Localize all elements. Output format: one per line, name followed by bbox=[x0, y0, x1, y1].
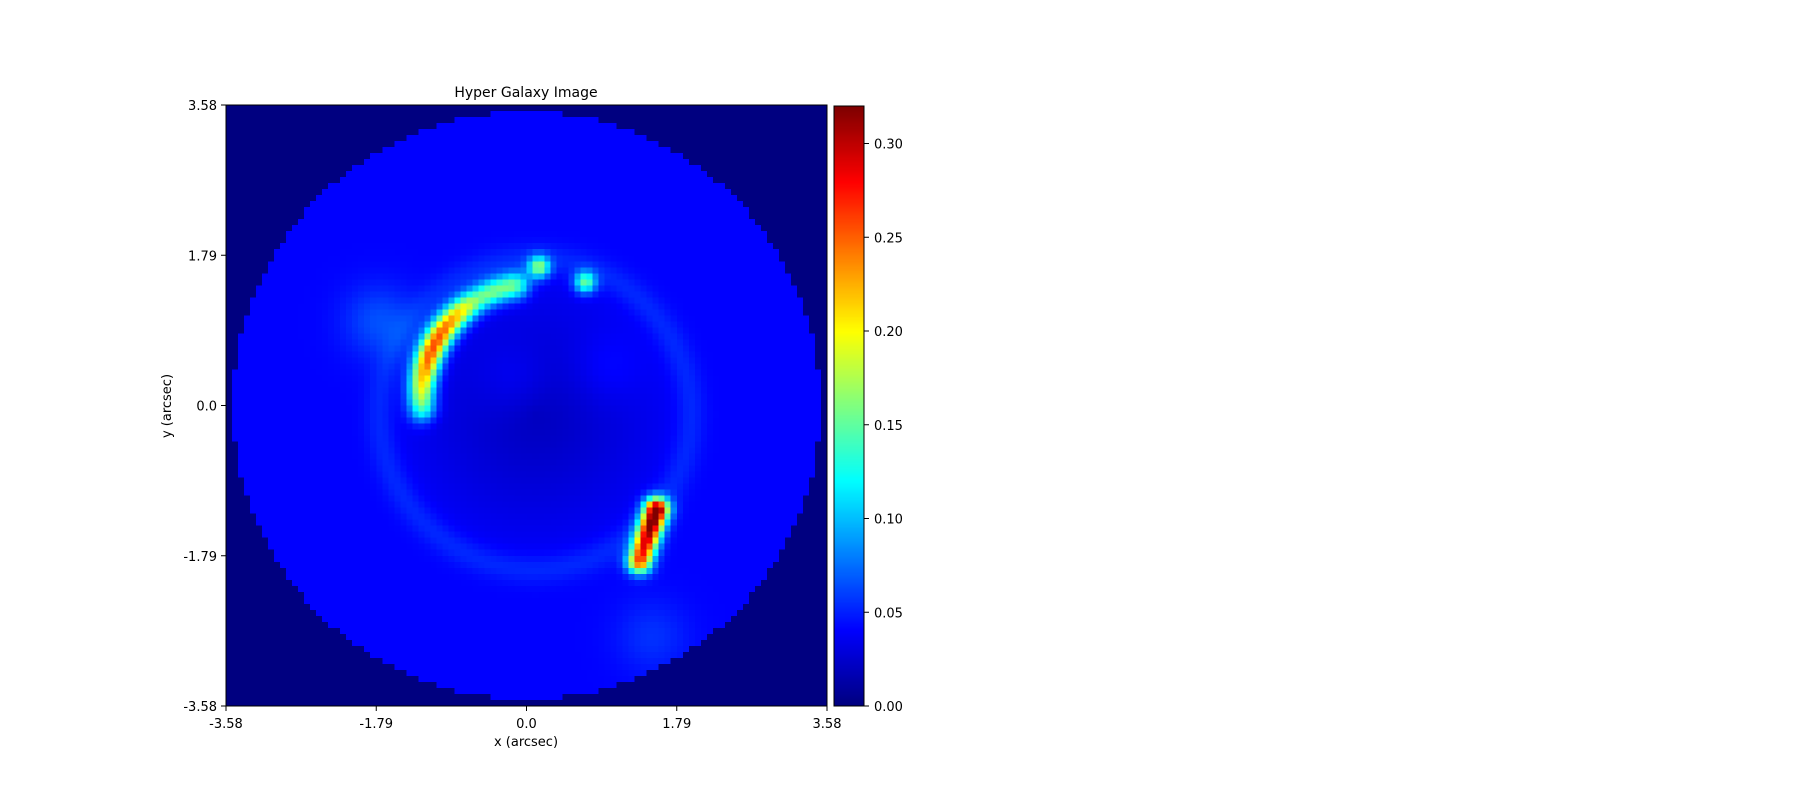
colorbar-ticks: 0.00 0.05 0.10 0.15 0.20 0.25 0.30 bbox=[864, 138, 903, 715]
y-tick-label: 1.79 bbox=[188, 249, 217, 264]
colorbar-frame bbox=[833, 105, 865, 707]
x-tick-label: -1.79 bbox=[359, 717, 393, 732]
colorbar-gradient bbox=[834, 106, 864, 706]
colorbar-tick-label: 0.10 bbox=[874, 513, 903, 528]
y-tick-label: 0.0 bbox=[196, 400, 217, 415]
x-tick-label: -3.58 bbox=[209, 717, 243, 732]
colorbar-tick-label: 0.25 bbox=[874, 231, 903, 246]
x-axis-ticks: -3.58 -1.79 0.0 1.79 3.58 bbox=[209, 706, 841, 732]
x-axis-label: x (arcsec) bbox=[494, 735, 558, 750]
y-axis-ticks: 3.58 1.79 0.0 -1.79 -3.58 bbox=[183, 99, 226, 715]
y-axis-label: y (arcsec) bbox=[160, 374, 175, 438]
colorbar-tick-label: 0.00 bbox=[874, 700, 903, 715]
y-tick-label: -1.79 bbox=[183, 550, 217, 565]
y-tick-label: 3.58 bbox=[188, 99, 217, 114]
colorbar-tick-label: 0.05 bbox=[874, 606, 903, 621]
colorbar: 0.00 0.05 0.10 0.15 0.20 0.25 0.30 bbox=[833, 105, 903, 715]
y-tick-label: -3.58 bbox=[183, 700, 217, 715]
x-tick-label: 3.58 bbox=[813, 717, 842, 732]
colorbar-tick-label: 0.15 bbox=[874, 419, 903, 434]
colorbar-tick-label: 0.30 bbox=[874, 138, 903, 153]
x-tick-label: 1.79 bbox=[662, 717, 691, 732]
chart-title: Hyper Galaxy Image bbox=[454, 85, 597, 101]
x-tick-label: 0.0 bbox=[516, 717, 537, 732]
heatmap-image bbox=[226, 105, 827, 706]
colorbar-tick-label: 0.20 bbox=[874, 325, 903, 340]
heatmap-plot: Hyper Galaxy Image -3.58 -1.79 0.0 1.79 3.58… bbox=[160, 85, 841, 750]
